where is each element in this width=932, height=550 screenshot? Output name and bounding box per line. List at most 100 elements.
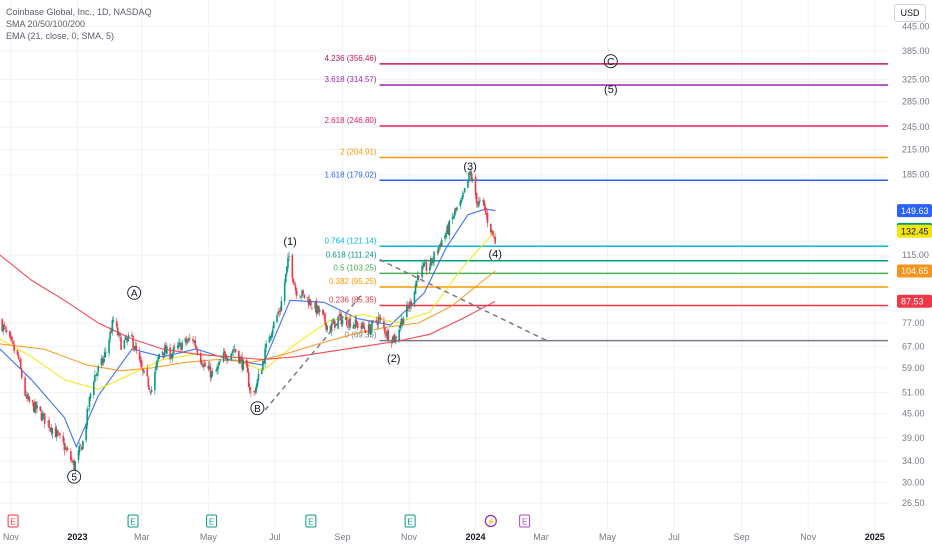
candle-body (79, 444, 82, 446)
candle-body (341, 319, 344, 325)
candle-body (469, 171, 471, 175)
candle-body (218, 361, 221, 366)
price-axis[interactable]: 445.00 385.00 325.00 285.00 245.00 215.00 185.… (897, 21, 932, 508)
candle-body (423, 263, 426, 267)
symbol-title[interactable]: Coinbase Global, Inc., 1D, NASDAQ (6, 7, 152, 17)
candle-body (291, 255, 294, 279)
candle-body (72, 461, 74, 463)
price-tick-label: 67.00 (902, 341, 925, 351)
currency-button[interactable]: USD (894, 4, 926, 22)
price-tag-label: 104.65 (901, 266, 929, 276)
candle-body (81, 446, 83, 451)
price-tick-label: 445.00 (902, 21, 930, 31)
candle-body (483, 200, 486, 206)
candle-body (133, 348, 135, 350)
fibonacci-extension[interactable]: 4.236 (356.46) 3.618 (314.57) 2.618 (246.8… (325, 54, 888, 342)
candle-body (363, 326, 366, 330)
time-tick-label: Nov (401, 532, 418, 542)
candle-body (407, 304, 409, 308)
candle-body (51, 428, 54, 434)
candle-body (428, 267, 431, 271)
event-marker[interactable] (484, 514, 497, 528)
earnings-marker[interactable] (305, 514, 317, 528)
time-axis[interactable]: Nov 2023 Mar May Jul Sep Nov 2024 Mar May Jul Sep No… (3, 532, 885, 542)
price-tick-label: 34.00 (902, 456, 925, 466)
candle-body (74, 461, 77, 470)
candle-body (219, 361, 222, 363)
candle-body (398, 329, 400, 341)
candle-body (186, 341, 189, 343)
earnings-marker[interactable] (206, 514, 218, 528)
candle-body (310, 300, 312, 306)
candle-body (248, 387, 251, 391)
candle-body (352, 325, 355, 329)
candle-body (316, 305, 319, 314)
candle-body (25, 394, 27, 396)
trend-line[interactable] (264, 292, 364, 411)
earnings-marker[interactable] (7, 514, 19, 528)
earnings-marker[interactable] (127, 514, 139, 528)
price-tag (897, 264, 932, 278)
candle-body (173, 346, 176, 348)
candle-body (455, 207, 457, 211)
candle-body (210, 371, 213, 378)
chart-grid (0, 0, 890, 530)
candle-body (222, 352, 225, 362)
candle-body (158, 354, 161, 359)
candle-body (264, 348, 266, 364)
price-tick-label: 59.00 (902, 363, 925, 373)
candle-body (322, 309, 324, 315)
candle-body (223, 351, 226, 354)
trend-line[interactable] (379, 258, 549, 343)
candle-body (339, 313, 342, 316)
candle-body (238, 350, 240, 363)
earnings-marker-label: E (130, 517, 135, 526)
candle-body (332, 319, 335, 324)
candle-body (276, 315, 278, 323)
time-tick-label: 2024 (466, 532, 486, 542)
candle-body (394, 337, 396, 343)
candle-body (169, 347, 171, 360)
candle-body (279, 310, 282, 312)
price-tick-label: 30.00 (902, 477, 925, 487)
candle-body (118, 332, 120, 335)
earnings-marker[interactable] (404, 514, 416, 528)
wave-label-circle (250, 401, 265, 416)
candle-body (392, 335, 395, 342)
indicator-sma-label[interactable]: SMA 20/50/100/200 (6, 19, 86, 29)
candle-body (204, 362, 206, 367)
candle-body (270, 333, 273, 338)
candle-body (370, 327, 372, 335)
candle-body (49, 428, 51, 430)
candle-body (456, 207, 458, 210)
candle-body (356, 323, 359, 329)
trend-lines[interactable] (264, 258, 549, 411)
candle-body (377, 316, 380, 324)
candle-body (115, 321, 118, 327)
candle-body (454, 209, 456, 216)
candle-body (460, 200, 463, 203)
candle-body (294, 285, 297, 291)
candle-body (317, 306, 320, 313)
candle-body (256, 379, 259, 387)
candle-body (467, 179, 469, 188)
indicator-ema-label[interactable]: EMA (21, close, 0, SMA, 5) (6, 31, 115, 41)
price-tick-label: 215.00 (902, 144, 930, 154)
fib-level-label: 0.618 (111.24) (326, 251, 377, 260)
moving-averages (0, 208, 496, 449)
candle-body (250, 391, 252, 393)
time-tick-label: May (599, 532, 617, 542)
candle-body (200, 361, 203, 365)
candle-body (492, 231, 494, 235)
candle-body (71, 460, 73, 462)
event-markers[interactable]: E E E E E ⚡ E (7, 514, 531, 528)
fib-level-label: 1.618 (179.02) (325, 170, 377, 179)
candle-body (207, 365, 210, 369)
candle-body (209, 366, 212, 378)
candle-body (399, 325, 402, 329)
candle-body (440, 240, 443, 247)
earnings-marker[interactable] (519, 514, 531, 528)
wave-label: 5 (71, 472, 77, 483)
candle-body (471, 177, 474, 181)
